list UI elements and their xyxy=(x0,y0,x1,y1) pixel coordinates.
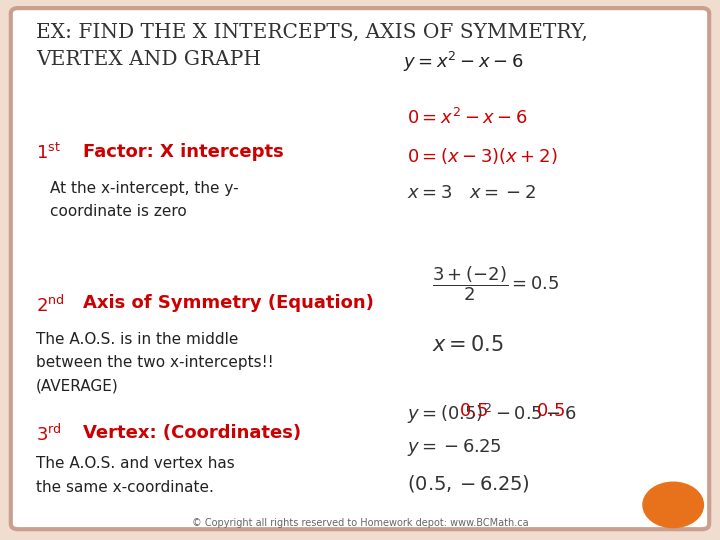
FancyBboxPatch shape xyxy=(11,8,709,529)
Circle shape xyxy=(643,482,703,528)
Text: Vertex: (Coordinates): Vertex: (Coordinates) xyxy=(83,424,301,442)
Text: The A.O.S. is in the middle
between the two x-intercepts!!
(AVERAGE): The A.O.S. is in the middle between the … xyxy=(36,332,274,394)
Text: $y = (0.5)^2 - 0.5 - 6$: $y = (0.5)^2 - 0.5 - 6$ xyxy=(407,402,577,427)
Text: $0.5$: $0.5$ xyxy=(536,402,565,420)
Text: $x = 0.5$: $x = 0.5$ xyxy=(432,335,504,355)
Text: $(0.5, -6.25)$: $(0.5, -6.25)$ xyxy=(407,472,530,494)
Text: $1^{\mathrm{st}}$: $1^{\mathrm{st}}$ xyxy=(36,143,61,163)
Text: $0 = (x-3)(x+2)$: $0 = (x-3)(x+2)$ xyxy=(407,146,557,166)
Text: $0.5$: $0.5$ xyxy=(459,402,487,420)
Text: EX: FIND THE X INTERCEPTS, AXIS OF SYMMETRY,: EX: FIND THE X INTERCEPTS, AXIS OF SYMME… xyxy=(36,23,588,42)
Text: Axis of Symmetry (Equation): Axis of Symmetry (Equation) xyxy=(83,294,374,312)
Text: The A.O.S. and vertex has
the same x-coordinate.: The A.O.S. and vertex has the same x-coo… xyxy=(36,456,235,495)
Text: © Copyright all rights reserved to Homework depot: www.BCMath.ca: © Copyright all rights reserved to Homew… xyxy=(192,518,528,528)
Text: $0 = x^2 - x - 6$: $0 = x^2 - x - 6$ xyxy=(407,108,528,128)
Text: $3^{\mathrm{rd}}$: $3^{\mathrm{rd}}$ xyxy=(36,424,62,445)
Text: VERTEX AND GRAPH: VERTEX AND GRAPH xyxy=(36,50,261,69)
Text: At the x-intercept, the y-
coordinate is zero: At the x-intercept, the y- coordinate is… xyxy=(50,181,239,219)
Text: $y = x^2 - x - 6$: $y = x^2 - x - 6$ xyxy=(403,50,523,74)
Text: $\dfrac{3+(-2)}{2} = 0.5$: $\dfrac{3+(-2)}{2} = 0.5$ xyxy=(432,265,559,303)
Text: Factor: X intercepts: Factor: X intercepts xyxy=(83,143,284,161)
Text: $y = -6.25$: $y = -6.25$ xyxy=(407,437,502,458)
Text: $2^{\mathrm{nd}}$: $2^{\mathrm{nd}}$ xyxy=(36,294,65,315)
Text: $x = 3 \quad x = -2$: $x = 3 \quad x = -2$ xyxy=(407,184,536,201)
